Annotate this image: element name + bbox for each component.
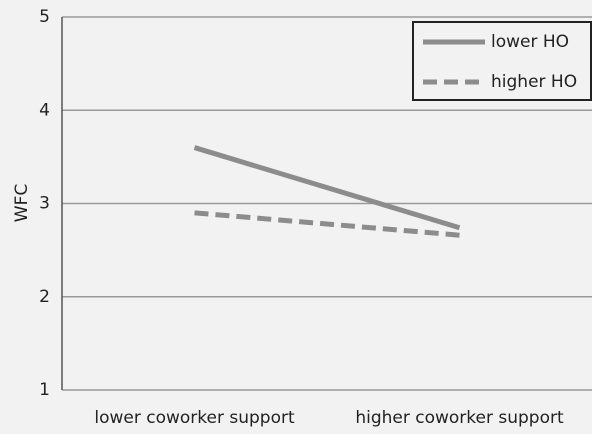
line-series bbox=[194, 210, 460, 238]
x-tick-label: higher coworker support bbox=[355, 408, 564, 428]
x-tick-label: lower coworker support bbox=[94, 408, 295, 428]
legend-label: lower HO bbox=[491, 32, 569, 52]
y-tick-label: 2 bbox=[39, 287, 50, 307]
y-tick-label: 5 bbox=[39, 7, 50, 27]
y-axis-label: WFC bbox=[12, 184, 32, 222]
y-tick-label: 1 bbox=[39, 380, 50, 400]
y-tick-label: 4 bbox=[39, 100, 50, 120]
legend-label: higher HO bbox=[491, 72, 577, 92]
legend-box bbox=[412, 21, 592, 101]
y-tick-label: 3 bbox=[39, 194, 50, 214]
line-series bbox=[193, 145, 461, 231]
